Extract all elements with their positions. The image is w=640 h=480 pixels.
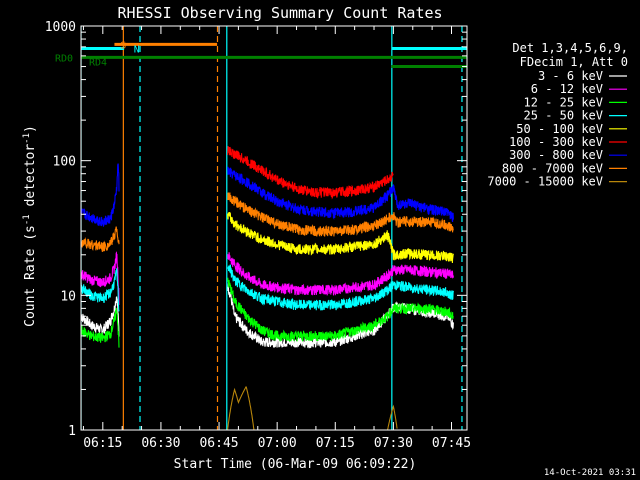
timestamp: 14-Oct-2021 03:31 [544,468,636,478]
series-line-4 [227,211,454,264]
y-tick-label-3: 1000 [45,20,76,35]
series-line-3 [81,264,454,312]
y-axis-label: Count Rate (s-1 detector-1) [22,125,38,327]
flag-label-rd0: RD0 [55,53,73,64]
legend-label-0: 3 - 6 keV [538,69,603,83]
legend-label-4: 50 - 100 keV [516,122,603,136]
legend-label-6: 300 - 800 keV [509,148,603,162]
legend-label-5: 100 - 300 keV [509,135,603,149]
plot-inner [81,26,467,430]
x-tick-label-0: 06:15 [83,436,122,451]
plot-frame [80,25,468,431]
y-tick-label-1: 10 [60,289,76,304]
series-line-7 [81,192,454,252]
y-tick-label-2: 100 [53,155,76,170]
legend-header-line-1: Det 1,3,4,5,6,9, [512,41,628,55]
x-axis-label: Start Time (06-Mar-09 06:09:22) [174,457,417,472]
x-tick-label-5: 07:30 [374,436,413,451]
x-tick-label-6: 07:45 [432,436,471,451]
x-tick-label-3: 07:00 [258,436,297,451]
series-line-2 [81,277,454,348]
series-line-1 [81,251,454,305]
chart-title: RHESSI Observing Summary Count Rates [117,4,442,22]
x-tick-label-1: 06:30 [141,436,180,451]
x-tick-label-4: 07:15 [316,436,355,451]
x-tick-label-2: 06:45 [199,436,238,451]
flag-label-n: N [134,45,140,56]
axes: 06:15 06:30 06:45 07:00 07:15 07:30 07:45 1 10 10… [45,20,471,451]
series-line-5 [227,145,394,200]
legend-label-1: 6 - 12 keV [531,82,603,96]
plot-area: S N RD0 RD4 [55,26,467,430]
legend-label-2: 12 - 25 keV [524,95,603,109]
legend-label-7: 800 - 7000 keV [502,161,603,175]
series-line-6 [81,163,454,228]
legend-header-line-2: FDecim 1, Att 0 [520,55,628,69]
flag-label-s: S [120,40,126,51]
legend-label-3: 25 - 50 keV [524,109,603,123]
flag-label-rd4: RD4 [89,58,107,69]
legend: Det 1,3,4,5,6,9, FDecim 1, Att 0 3 - 6 k… [487,41,628,189]
series-line-0 [81,283,454,349]
y-tick-label-0: 1 [68,424,76,439]
legend-label-8: 7000 - 15000 keV [487,175,603,189]
